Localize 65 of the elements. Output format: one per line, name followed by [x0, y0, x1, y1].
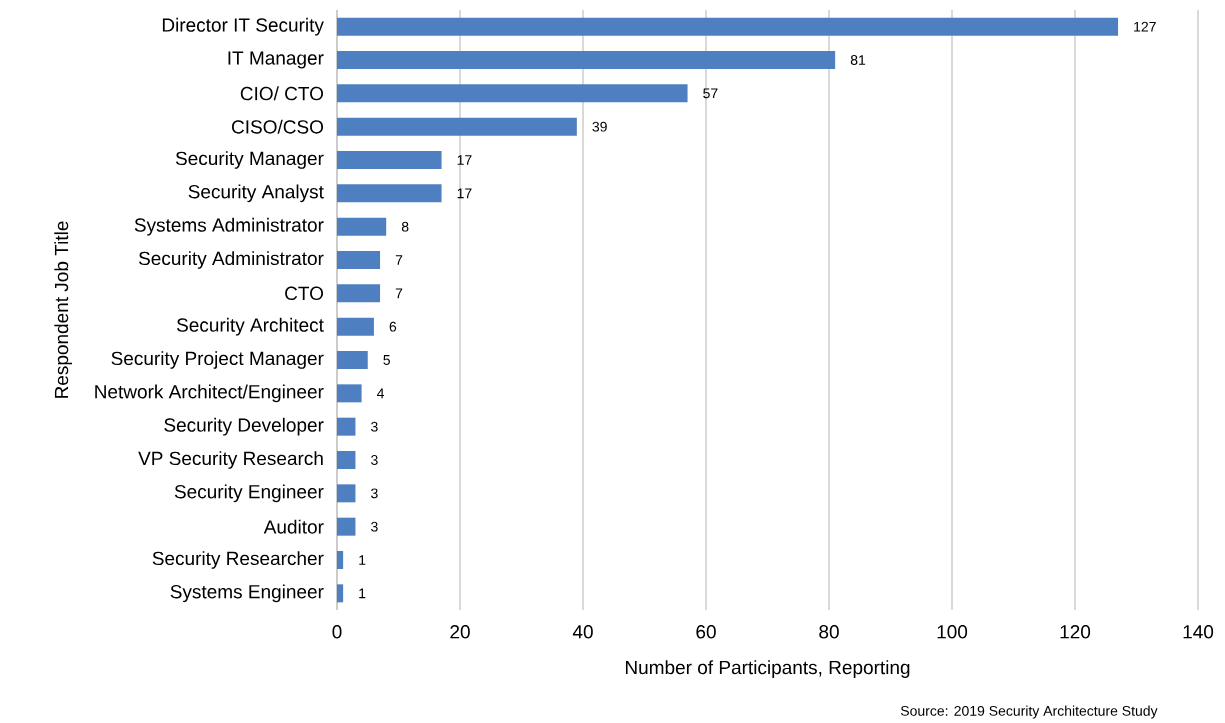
data-label: 81: [850, 55, 866, 65]
y-tick-label: Security Architect: [176, 317, 324, 336]
data-label: 1: [359, 555, 366, 565]
bar: [337, 584, 344, 603]
y-tick-label: VP Security Research: [138, 451, 323, 469]
y-tick-label: CIO/ CTO: [240, 86, 324, 101]
data-label: 8: [401, 221, 409, 232]
data-label: 127: [1134, 21, 1156, 32]
bar: [337, 84, 688, 103]
bar: [337, 317, 374, 336]
y-tick-label: Auditor: [263, 519, 324, 534]
bar: [337, 384, 362, 403]
data-label: 57: [703, 88, 718, 99]
data-label: 17: [457, 188, 472, 199]
bar: [337, 351, 368, 370]
bar: [337, 184, 442, 203]
y-tick-label: Director IT Security: [162, 17, 324, 36]
y-tick-label: Security Administrator: [138, 251, 324, 269]
x-tick-label: 140: [1183, 625, 1214, 639]
bar: [337, 117, 577, 136]
data-label: 3: [371, 455, 378, 465]
bar: [337, 51, 836, 70]
bar: [337, 551, 344, 570]
y-tick-label: CTO: [285, 286, 324, 301]
y-tick-label: Systems Engineer: [170, 584, 324, 603]
data-label: 3: [371, 521, 378, 532]
data-label: 5: [383, 355, 390, 365]
y-tick-label: CISO/CSO: [232, 119, 324, 134]
bar: [337, 17, 1119, 36]
data-label: 3: [371, 488, 378, 499]
data-label: 6: [389, 321, 397, 332]
x-tick-label: 60: [696, 625, 716, 639]
y-tick-label: Systems Administrator: [134, 217, 324, 236]
data-label: 7: [395, 288, 403, 299]
y-tick-label: Network Architect/Engineer: [95, 384, 324, 403]
x-tick-label: 80: [819, 625, 839, 639]
bar: [337, 217, 387, 236]
data-label: 17: [457, 155, 472, 165]
y-tick-label: Security Developer: [164, 417, 324, 436]
y-tick-label: IT Manager: [228, 51, 324, 69]
x-tick-label: 0: [332, 625, 342, 639]
x-tick-label: 120: [1060, 625, 1091, 639]
data-label: 4: [376, 388, 385, 399]
bar: [337, 517, 356, 536]
y-tick-label: Security Analyst: [188, 184, 324, 203]
data-label: 7: [395, 255, 403, 265]
x-axis-title: Number of Participants, Reporting: [625, 660, 910, 678]
bar: [337, 451, 356, 470]
data-label: 1: [359, 588, 366, 599]
bar: [337, 151, 442, 170]
source-note: Source: 2019 Security Architecture Study: [900, 705, 1158, 719]
y-axis-title: Respondent Job Title: [54, 221, 72, 398]
data-label: 3: [371, 421, 378, 432]
bar: [337, 284, 381, 303]
bar: [337, 484, 356, 503]
bar: [337, 251, 381, 269]
y-tick-label: Security Manager: [175, 151, 324, 169]
data-label: 39: [592, 121, 607, 132]
y-tick-label: Security Project Manager: [111, 351, 324, 369]
y-tick-label: Security Researcher: [152, 551, 324, 569]
x-tick-label: 40: [572, 625, 593, 639]
x-tick-label: 100: [937, 625, 968, 639]
y-tick-label: Security Engineer: [174, 484, 324, 503]
x-tick-label: 20: [450, 625, 470, 639]
bar: [337, 417, 356, 436]
